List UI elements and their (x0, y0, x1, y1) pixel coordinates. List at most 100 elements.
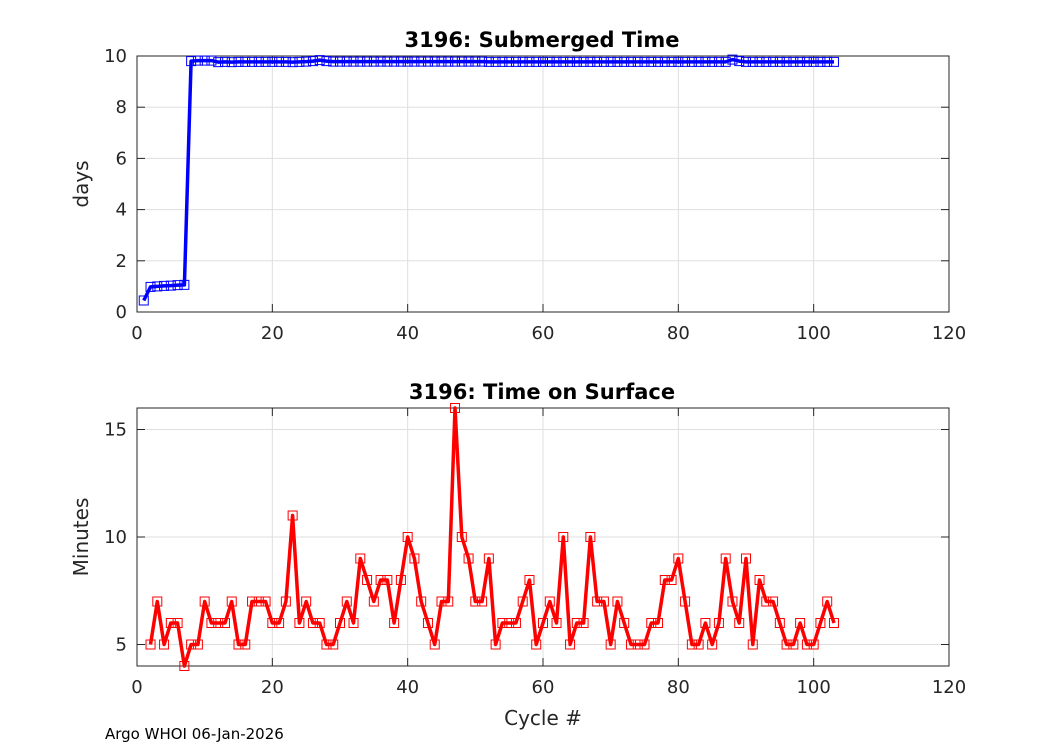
submerged-data-point (612, 56, 623, 67)
submerged-data-point (747, 56, 758, 67)
surface-data-point (592, 596, 603, 607)
submerged-data-point (646, 56, 657, 67)
submerged-data-point (639, 56, 650, 67)
submerged-data-point (795, 56, 806, 67)
submerged-data-point (504, 56, 515, 67)
surface-data-point (348, 618, 359, 628)
submerged-data-point (287, 57, 298, 68)
submerged-data-point (713, 56, 724, 67)
submerged-ytick-label: 8 (116, 97, 127, 118)
submerged-data-point (761, 56, 772, 67)
submerged-time-plot: 0 20 40 60 80 100 120 0 2 4 6 8 10 3196: Submerged Ti… (69, 28, 966, 344)
surface-data-point (828, 618, 839, 628)
surface-data-point (436, 596, 447, 607)
surface-data-point (301, 596, 312, 607)
surface-data-point (747, 639, 758, 650)
surface-data-point (761, 596, 772, 607)
surface-xtick-label: 100 (796, 677, 830, 698)
surface-data-point (517, 596, 528, 607)
surface-data-point (382, 575, 393, 585)
surface-data-point (551, 618, 562, 628)
submerged-data-point (159, 280, 170, 291)
submerged-data-point (754, 56, 765, 67)
surface-ylabel: Minutes (69, 498, 93, 577)
surface-data-point (402, 532, 413, 542)
surface-data-point (199, 596, 210, 607)
submerged-data-point (483, 56, 494, 67)
surface-data-point (524, 575, 535, 585)
surface-xtick-label: 20 (261, 677, 284, 698)
surface-data-point (260, 596, 271, 607)
submerged-data-point (619, 56, 630, 67)
submerged-data-point (524, 56, 535, 67)
submerged-data-point (659, 56, 670, 67)
submerged-series-line (142, 57, 834, 302)
surface-ytick-label: 15 (104, 420, 127, 441)
submerged-ytick-label: 0 (116, 302, 127, 323)
submerged-data-point (565, 56, 576, 67)
submerged-xtick-label: 100 (796, 323, 830, 344)
submerged-data-point (707, 56, 718, 67)
submerged-data-point (429, 56, 440, 67)
surface-data-point (422, 618, 433, 628)
submerged-data-point (233, 56, 244, 67)
submerged-data-point (544, 56, 555, 67)
surface-data-point (781, 639, 792, 650)
submerged-data-point (801, 56, 812, 67)
submerged-data-point (653, 56, 664, 67)
submerged-data-point (693, 56, 704, 67)
surface-data-point (321, 639, 332, 650)
surface-data-point (673, 553, 684, 564)
submerged-data-point (172, 280, 183, 291)
surface-data-point (734, 618, 745, 628)
surface-data-point (612, 596, 623, 607)
submerged-data-point (558, 56, 569, 67)
submerged-data-point (815, 56, 826, 67)
surface-data-point (450, 403, 461, 413)
submerged-chart-title: 3196: Submerged Time (404, 28, 679, 52)
surface-data-point (172, 618, 183, 628)
submerged-data-point (206, 55, 217, 66)
submerged-data-point (477, 56, 488, 67)
surface-data-point (727, 596, 738, 607)
surface-data-point (598, 596, 609, 607)
submerged-data-point (294, 56, 305, 67)
surface-data-point (429, 639, 440, 650)
submerged-data-point (341, 56, 352, 67)
submerged-data-point (274, 56, 285, 67)
submerged-data-point (625, 56, 636, 67)
submerged-data-point (416, 56, 427, 67)
submerged-data-point (781, 56, 792, 67)
submerged-data-point (490, 56, 501, 67)
submerged-data-point (456, 56, 467, 67)
surface-data-point (585, 532, 596, 542)
submerged-data-point (450, 56, 461, 67)
surface-data-point (328, 639, 339, 650)
surface-data-point (186, 639, 197, 650)
submerged-data-point (368, 56, 379, 67)
submerged-data-point (186, 56, 197, 67)
surface-data-point (341, 596, 352, 607)
surface-data-point (605, 639, 616, 650)
surface-data-point (686, 639, 697, 650)
submerged-data-point (213, 57, 224, 68)
submerged-data-point (321, 56, 332, 67)
surface-data-point (314, 618, 325, 628)
submerged-ytick-label: 2 (116, 251, 127, 272)
submerged-data-point (348, 56, 359, 67)
submerged-xtick-label: 20 (261, 323, 284, 344)
surface-data-point (659, 575, 670, 585)
submerged-data-point (578, 56, 589, 67)
submerged-data-point (240, 56, 251, 67)
submerged-data-point (253, 56, 264, 67)
submerged-data-point (585, 56, 596, 67)
surface-data-point (653, 618, 664, 628)
submerged-data-point (382, 56, 393, 67)
surface-data-point (693, 639, 704, 650)
surface-data-point (335, 618, 345, 628)
surface-data-point (165, 618, 176, 628)
submerged-data-point (314, 55, 325, 66)
surface-data-point (544, 596, 555, 607)
surface-data-point (226, 596, 237, 607)
